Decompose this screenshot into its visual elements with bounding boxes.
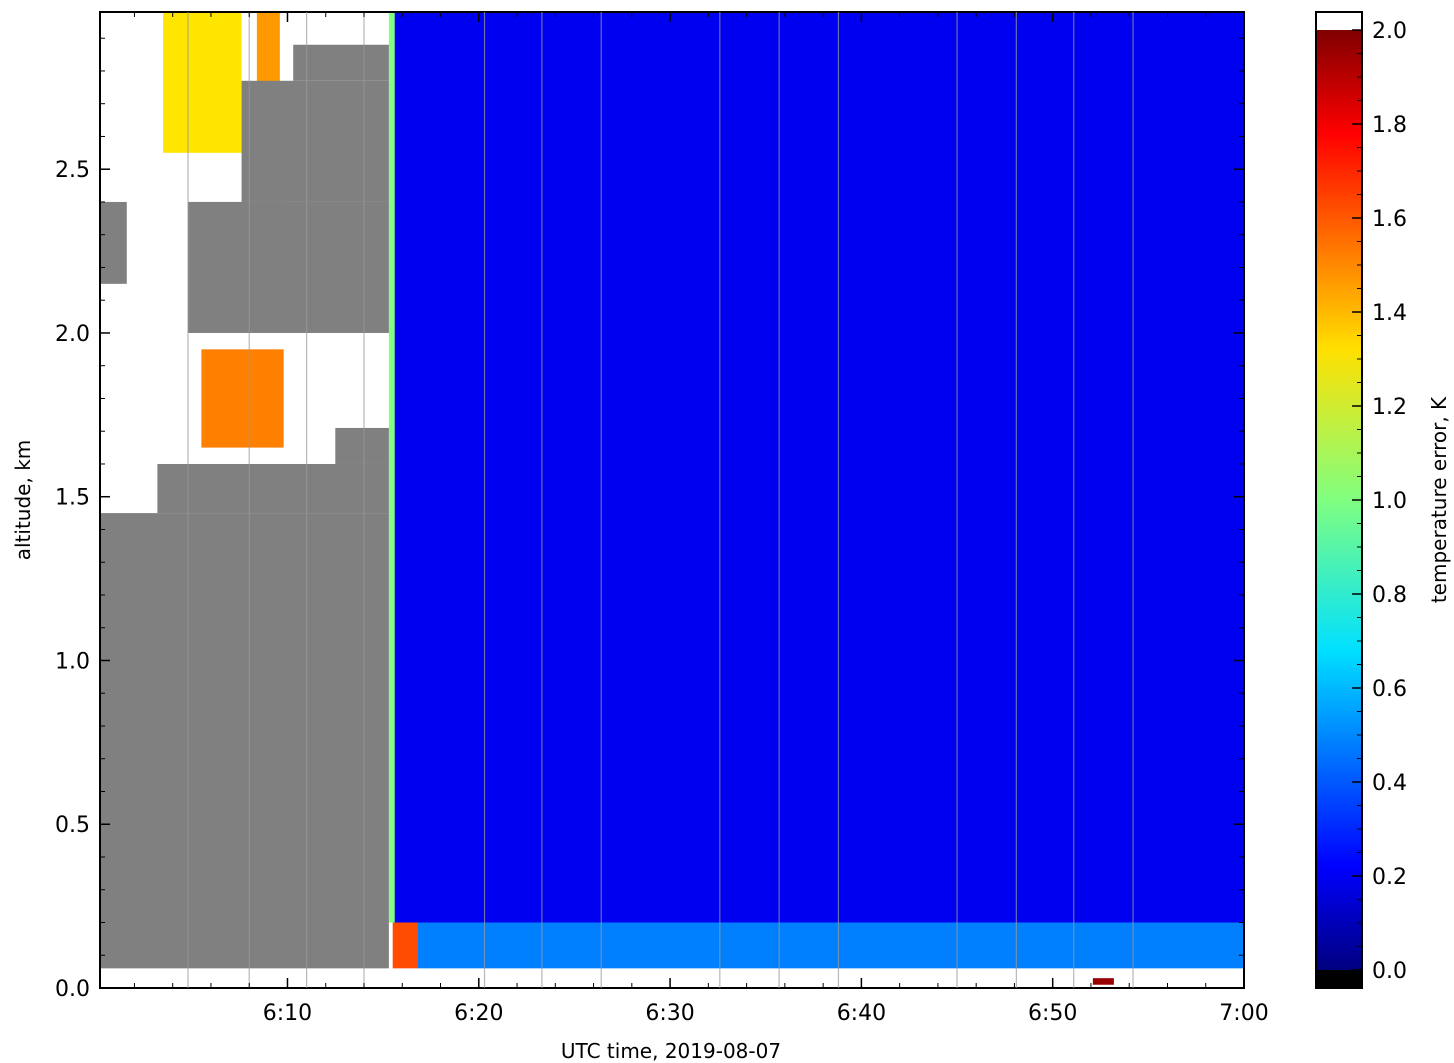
- x-tick-label: 6:40: [837, 1001, 886, 1026]
- heatmap-cell: [388, 12, 395, 923]
- colorbar-under-segment: [1316, 970, 1362, 988]
- no-data-region: [335, 427, 389, 464]
- colorbar-tick-label: 0.4: [1372, 771, 1407, 796]
- heatmap-cell: [392, 922, 418, 969]
- no-data-region: [157, 463, 389, 514]
- x-axis-label: UTC time, 2019-08-07: [561, 1039, 781, 1063]
- x-tick-label: 6:50: [1028, 1001, 1077, 1026]
- y-tick-label: 0.5: [55, 813, 90, 838]
- x-tick-label: 6:30: [645, 1001, 694, 1026]
- x-tick-label: 6:20: [454, 1001, 503, 1026]
- colorbar-tick-label: 0.8: [1372, 583, 1407, 608]
- plot-area: [99, 11, 1245, 989]
- x-axis: 6:10 6:20 6:30 6:40 6:50 7:00: [133, 12, 1269, 1026]
- y-tick-label: 1.0: [55, 649, 90, 674]
- y-tick-label: 2.5: [55, 158, 90, 183]
- colorbar-tick-label: 1.4: [1372, 301, 1407, 326]
- colorbar-tick-label: 0.6: [1372, 677, 1407, 702]
- y-tick-label: 1.5: [55, 486, 90, 511]
- heatmap-cell: [1092, 978, 1114, 985]
- colorbar-tick-label: 1.2: [1372, 395, 1407, 420]
- y-axis-label: altitude, km: [11, 440, 35, 561]
- x-tick-label: 6:10: [263, 1001, 312, 1026]
- gridlines: [187, 12, 1134, 988]
- x-tick-label: 7:00: [1219, 1001, 1268, 1026]
- colorbar-label: temperature error, K: [1427, 396, 1451, 603]
- no-data-region: [241, 80, 389, 202]
- heatmap-cell: [417, 922, 1245, 969]
- colorbar-over-segment: [1316, 12, 1362, 30]
- heatmap-cell: [201, 349, 284, 448]
- colorbar-tick-label: 2.0: [1372, 19, 1407, 44]
- colorbar-tick-label: 0.0: [1372, 959, 1407, 984]
- heatmap-cell: [163, 12, 242, 153]
- colorbar-tick-label: 1.0: [1372, 489, 1407, 514]
- plot-frame: [99, 11, 1245, 989]
- no-data-region: [100, 201, 127, 284]
- y-tick-label: 2.0: [55, 322, 90, 347]
- no-data-region: [293, 44, 389, 81]
- y-axis: 0.0 0.5 1.0 1.5 2.0 2.5: [55, 37, 1244, 1002]
- no-data-region: [188, 201, 389, 333]
- heatmap-cell: [256, 12, 280, 104]
- colorbar-tick-label: 0.2: [1372, 865, 1407, 890]
- colorbar-tick-label: 1.6: [1372, 207, 1407, 232]
- y-tick-label: 0.0: [55, 977, 90, 1002]
- no-data-region: [100, 513, 389, 969]
- colorbar-tick-label: 1.8: [1372, 113, 1407, 138]
- heatmap-cell: [394, 12, 1244, 923]
- colorbar: 0.0 0.2 0.4 0.6 0.8 1.0 1.2 1.4 1.6 1.8 2.0: [1315, 11, 1407, 989]
